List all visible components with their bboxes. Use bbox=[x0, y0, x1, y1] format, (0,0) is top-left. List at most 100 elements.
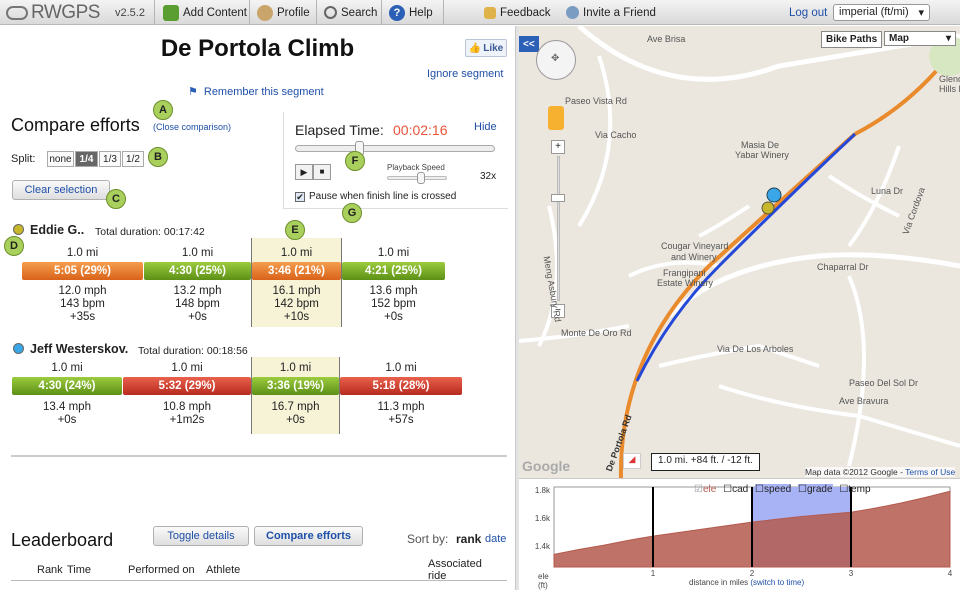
y-tick-label: 1.4k bbox=[535, 542, 551, 551]
pause-finish-checkbox[interactable]: ✔ bbox=[295, 192, 305, 202]
split-third-button[interactable]: 1/3 bbox=[99, 151, 121, 167]
pegman-icon[interactable] bbox=[548, 106, 564, 130]
collapse-panel-button[interactable]: << bbox=[519, 36, 539, 52]
split-none-button[interactable]: none bbox=[47, 151, 74, 167]
split-time-bar[interactable]: 4:21 (25%) bbox=[342, 262, 445, 280]
logout-link[interactable]: Log out bbox=[789, 6, 828, 19]
legend-grade-checkbox[interactable]: ☐ bbox=[797, 484, 807, 495]
legend-cad-checkbox[interactable]: ☐ bbox=[723, 484, 733, 495]
total-duration: Total duration: 00:17:42 bbox=[95, 226, 205, 238]
hide-playback-link[interactable]: Hide bbox=[474, 121, 497, 133]
zoom-in-button[interactable]: + bbox=[551, 140, 565, 154]
sort-rank-option[interactable]: rank bbox=[456, 532, 482, 546]
column-header-performed-on[interactable]: Performed on bbox=[128, 564, 195, 576]
split-time-bar[interactable]: 3:46 (21%) bbox=[252, 262, 341, 280]
search-button[interactable]: Search bbox=[324, 0, 377, 25]
split-distance: 1.0 mi bbox=[171, 362, 203, 374]
rider-dot-icon bbox=[13, 343, 24, 354]
google-logo: Google bbox=[522, 458, 571, 474]
invite-friend-button[interactable]: Invite a Friend bbox=[566, 0, 656, 25]
legend-temp-label: temp bbox=[848, 484, 871, 495]
speed-slider-handle[interactable] bbox=[417, 172, 425, 184]
playback-speed-label: Playback Speed bbox=[387, 163, 445, 172]
toggle-details-button[interactable]: Toggle details bbox=[153, 526, 249, 546]
elapsed-time-value: 00:02:16 bbox=[393, 122, 448, 138]
rider-name[interactable]: Eddie G.. bbox=[30, 223, 85, 237]
stop-icon: ■ bbox=[319, 167, 325, 176]
column-header-rank[interactable]: Rank bbox=[37, 564, 63, 576]
add-content-button[interactable]: Add Content bbox=[163, 0, 247, 25]
split-label: Split: bbox=[11, 153, 36, 165]
x-tick-label: 2 bbox=[750, 569, 755, 578]
x-axis-label: distance in miles (switch to time) bbox=[689, 578, 805, 587]
split-stats: 12.0 mph 143 bpm +35s bbox=[58, 285, 107, 323]
table-header-rule bbox=[11, 580, 507, 581]
help-button[interactable]: ? Help bbox=[389, 0, 433, 25]
map-pan-control[interactable]: ✥ bbox=[536, 40, 576, 80]
page-title: De Portola Climb bbox=[160, 35, 355, 62]
split-time-bar[interactable]: 4:30 (24%) bbox=[12, 377, 122, 395]
close-comparison-link[interactable]: (Close comparison) bbox=[153, 122, 232, 132]
legend-cad-label: cad bbox=[732, 484, 749, 495]
split-time-bar[interactable]: 5:18 (28%) bbox=[340, 377, 462, 395]
legend-ele-checkbox[interactable]: ☑ bbox=[694, 484, 703, 495]
compare-efforts-button[interactable]: Compare efforts bbox=[254, 526, 363, 546]
panel-divider[interactable] bbox=[515, 26, 519, 590]
split-stats: 13.6 mph 152 bpm +0s bbox=[369, 285, 418, 323]
split-time-bar[interactable]: 4:30 (25%) bbox=[144, 262, 251, 280]
play-button[interactable]: ▶ bbox=[295, 164, 313, 180]
user-icon bbox=[257, 4, 273, 21]
warning-icon[interactable]: ◢ bbox=[623, 453, 641, 469]
facebook-like-button[interactable]: 👍 Like bbox=[465, 39, 507, 57]
x-tick-label: 4 bbox=[948, 569, 953, 578]
flag-icon: ⚑ bbox=[188, 86, 198, 98]
split-stats: 16.7 mph +0s bbox=[271, 401, 320, 426]
legend-temp-checkbox[interactable]: ☐ bbox=[839, 484, 849, 495]
split-distance: 1.0 mi bbox=[377, 247, 410, 259]
split-distance: 1.0 mi bbox=[66, 247, 99, 259]
rwgps-logo[interactable]: RWGPS bbox=[6, 0, 100, 25]
column-header-athlete[interactable]: Athlete bbox=[206, 564, 241, 576]
units-select[interactable]: imperial (ft/mi) ▾ bbox=[833, 4, 930, 21]
annotation-marker-a: A bbox=[153, 100, 173, 120]
zoom-slider-handle[interactable] bbox=[551, 194, 565, 202]
bike-paths-toggle[interactable]: Bike Paths bbox=[821, 31, 883, 48]
split-distance: 1.0 mi bbox=[385, 362, 417, 374]
column-header-time[interactable]: Time bbox=[67, 564, 92, 576]
map-type-select[interactable]: Map ▾ bbox=[884, 31, 956, 46]
bike-icon bbox=[6, 5, 28, 20]
zoom-slider[interactable] bbox=[557, 156, 560, 301]
annotation-marker-c: C bbox=[106, 189, 126, 209]
column-header-associated-ride[interactable]: Associated ride bbox=[428, 558, 482, 582]
profile-button[interactable]: Profile bbox=[257, 0, 310, 25]
sort-date-link[interactable]: date bbox=[485, 533, 507, 545]
sort-by-label: Sort by: bbox=[407, 532, 449, 546]
terms-link[interactable]: Terms of Use bbox=[905, 467, 956, 477]
rider-name[interactable]: Jeff Westerskov. bbox=[30, 342, 129, 356]
feedback-button[interactable]: Feedback bbox=[484, 0, 551, 25]
route-map[interactable]: << ✥ + − Bike Paths Map ▾ Ave Brisa Ave B… bbox=[519, 26, 960, 478]
zoom-out-button[interactable]: − bbox=[551, 304, 565, 318]
top-toolbar: RWGPS v2.5.2 Add Content Profile Search … bbox=[0, 0, 960, 25]
legend-ele-label: ele bbox=[702, 484, 717, 495]
split-time-bar[interactable]: 3:36 (19%) bbox=[252, 377, 339, 395]
split-quarter-button[interactable]: 1/4 bbox=[75, 151, 98, 167]
total-duration: Total duration: 00:18:56 bbox=[138, 345, 248, 357]
segment-info-tooltip: 1.0 mi. +84 ft. / -12 ft. bbox=[651, 453, 760, 471]
leaderboard-heading: Leaderboard bbox=[11, 530, 114, 550]
timeline-slider[interactable] bbox=[295, 145, 495, 152]
legend-speed-checkbox[interactable]: ☐ bbox=[754, 484, 764, 495]
clear-selection-button[interactable]: Clear selection bbox=[12, 180, 110, 200]
map-roads bbox=[519, 26, 960, 478]
ignore-segment-link[interactable]: Ignore segment bbox=[427, 68, 504, 80]
switch-to-time-link[interactable]: (switch to time) bbox=[750, 578, 805, 587]
elevation-chart[interactable]: 1.4k 1.6k 1.8k 1 2 3 4 ☑ele ☐cad ☐speed ☐grade… bbox=[519, 478, 960, 590]
elevation-plot[interactable]: 1.4k 1.6k 1.8k 1 2 3 4 bbox=[519, 479, 960, 591]
split-half-button[interactable]: 1/2 bbox=[122, 151, 144, 167]
chevron-down-icon: ▾ bbox=[918, 7, 924, 19]
stop-button[interactable]: ■ bbox=[313, 164, 331, 180]
split-time-bar[interactable]: 5:32 (29%) bbox=[123, 377, 251, 395]
remember-segment-link[interactable]: ⚑ Remember this segment bbox=[188, 86, 324, 98]
elapsed-time-label: Elapsed Time: bbox=[295, 122, 384, 138]
split-time-bar[interactable]: 5:05 (29%) bbox=[22, 262, 143, 280]
